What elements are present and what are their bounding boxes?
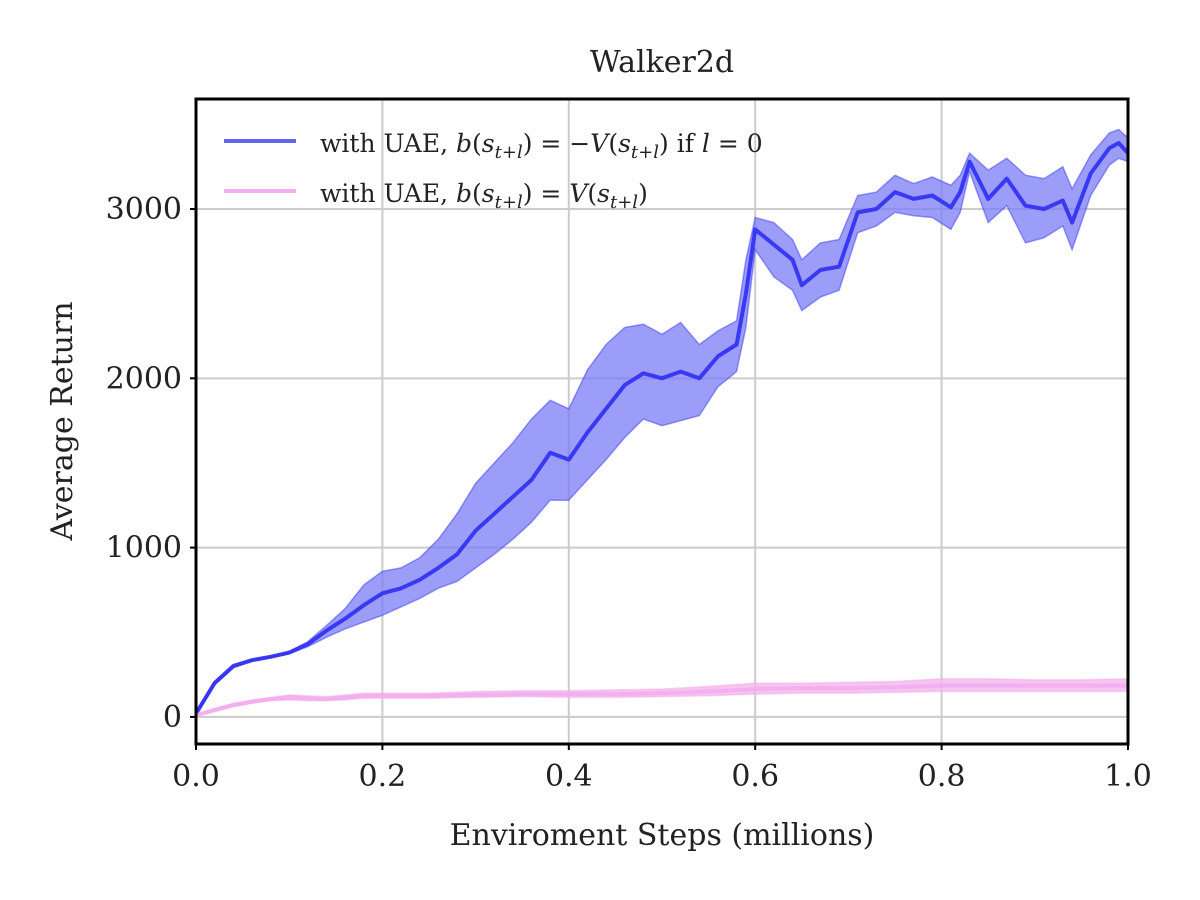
legend-1-vfn: V [590,129,611,158]
legend-1-rel: ) = − [523,129,591,158]
legend-entry-2: with UAE, b(st+l) = V(st+l) [320,179,648,213]
x-tick-label-5: 1.0 [1104,759,1152,794]
y-tick-label-0: 0 [163,700,182,735]
x-tick-label-4: 0.8 [918,759,966,794]
y-tick-label-2: 2000 [106,361,182,396]
y-tick-label-3: 3000 [106,192,182,227]
y-tick-label-1: 1000 [106,531,182,566]
legend-1-l: l [702,129,710,158]
legend-2-vfn: V [569,179,590,208]
x-tick-label-2: 0.4 [545,759,593,794]
legend-1-prefix: with UAE, [320,129,456,158]
x-tick-label-1: 0.2 [359,759,407,794]
series-1-band [195,128,1129,718]
legend-2-v-s: s [597,179,610,208]
legend-2-sub: t+l [495,192,523,213]
legend-1-sub: t+l [495,142,523,163]
legend-1-lparen: ( [472,129,482,158]
series-1-line [194,141,1130,715]
legend-2-tail: ) [638,179,648,208]
legend-2-lparen: ( [472,179,482,208]
legend-2-fn: b [456,179,472,208]
legend-1-v-sub: t+l [631,142,659,163]
legend-1-v-s: s [618,129,631,158]
legend-1-s: s [482,129,495,158]
plot-frame [194,97,1130,746]
x-tick-label-3: 0.6 [731,759,779,794]
legend-1-fn: b [456,129,472,158]
ticks: 0.0 0.2 0.4 0.6 0.8 1.0 0 1000 2000 3000 [106,192,1152,794]
legend-2-prefix: with UAE, [320,179,456,208]
series-2-line [195,683,1128,718]
legend: with UAE, b(st+l) = −V(st+l) if l = 0 wi… [224,129,763,213]
legend-2-v-sub: t+l [610,192,638,213]
x-tick-label-0: 0.0 [172,759,220,794]
legend-2-s: s [482,179,495,208]
legend-1-tail: ) if [659,129,702,158]
chart-title: Walker2d [590,45,734,80]
legend-entry-1: with UAE, b(st+l) = −V(st+l) if l = 0 [320,129,763,163]
legend-2-rel: ) = [523,179,570,208]
series-layer [194,128,1130,718]
y-axis-label: Average Return [45,301,80,541]
x-axis-label: Enviroment Steps (millions) [450,818,875,853]
legend-1-eq: = 0 [710,129,763,158]
